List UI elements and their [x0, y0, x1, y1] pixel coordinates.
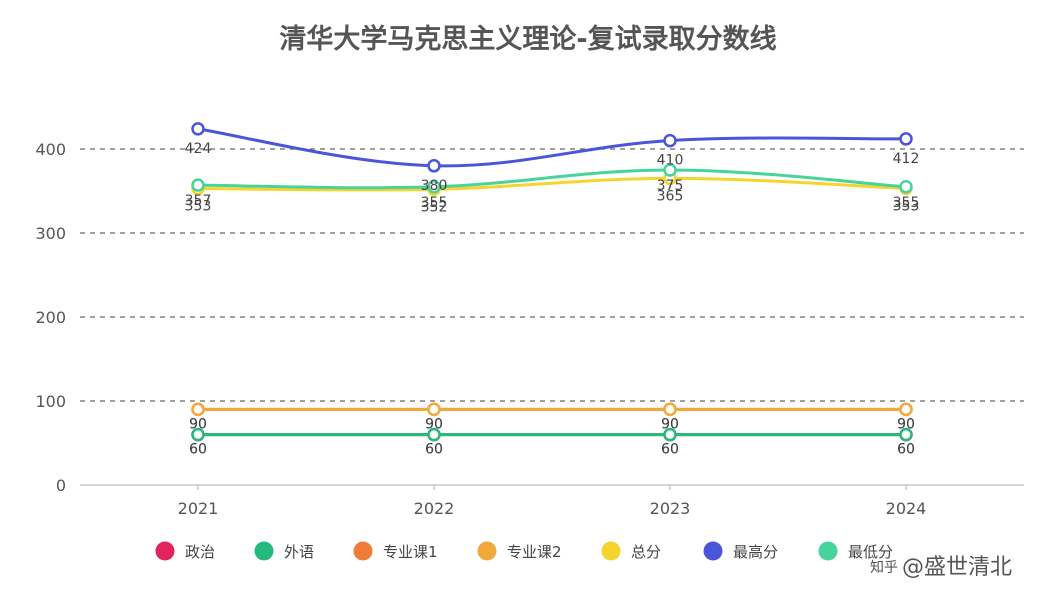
x-tick-label: 2022: [414, 499, 455, 518]
data-label: 90: [661, 416, 679, 432]
legend-marker: [477, 541, 497, 561]
legend-label: 专业课2: [507, 543, 562, 561]
data-point: [191, 178, 205, 192]
data-label: 410: [657, 153, 684, 169]
legend-item[interactable]: 总分: [601, 541, 662, 562]
data-point: [427, 402, 441, 417]
data-label: 375: [657, 178, 684, 194]
data-label: 90: [897, 416, 915, 432]
data-label: 380: [421, 178, 448, 194]
legend-label: 总分: [631, 543, 661, 561]
series-专业课2: [191, 402, 913, 417]
legend-label: 专业课1: [383, 543, 438, 561]
legend-label: 最高分: [733, 543, 778, 561]
legend-marker: [703, 541, 723, 561]
data-label: 352: [421, 199, 448, 215]
data-label: 60: [661, 442, 679, 458]
series-外语: [191, 427, 913, 442]
data-label: 60: [661, 442, 679, 458]
y-tick-label: 400: [35, 140, 66, 159]
data-label: 60: [189, 442, 207, 458]
y-tick-label: 100: [35, 392, 66, 411]
legend-item[interactable]: 外语: [254, 541, 315, 562]
series-line: [197, 168, 907, 190]
series-lines: [191, 122, 913, 442]
data-point: [663, 163, 677, 177]
data-point: [663, 133, 677, 148]
data-point: [663, 402, 677, 417]
legend-item[interactable]: 最低分: [818, 541, 894, 562]
data-label: 355: [421, 195, 448, 211]
series-最低分: [191, 163, 913, 194]
legend-marker: [818, 541, 838, 561]
data-label: 60: [425, 442, 443, 458]
chart-title: 清华大学马克思主义理论-复试录取分数线: [279, 23, 776, 55]
legend-marker: [155, 541, 175, 561]
legend-label: 外语: [284, 543, 314, 561]
legend[interactable]: 政治 外语 专业课1 专业课2 总分 最高分 最低分: [155, 541, 894, 562]
x-tick-label: 2024: [886, 499, 927, 518]
data-label: 60: [189, 442, 207, 458]
data-label: 90: [425, 416, 443, 432]
data-label: 365: [657, 188, 684, 204]
data-point: [899, 427, 913, 442]
data-label: 353: [893, 198, 920, 214]
y-tick-label: 0: [56, 476, 66, 495]
y-tick-label: 300: [35, 224, 66, 243]
y-tick-label: 200: [35, 308, 66, 327]
axes: 0 100 200 300 400 2021 2022 2023 2024: [35, 140, 1024, 518]
grid: [80, 148, 1024, 402]
x-tick-label: 2021: [178, 499, 219, 518]
data-point: [191, 122, 205, 136]
series-最高分: [191, 122, 913, 173]
data-point: [427, 180, 441, 194]
legend-marker: [601, 541, 621, 561]
data-point: [663, 427, 677, 442]
legend-item[interactable]: 政治: [155, 541, 216, 562]
x-tick-label: 2023: [650, 499, 691, 518]
data-label: 412: [893, 151, 920, 167]
series-line: [197, 127, 907, 168]
series-line: [197, 176, 907, 192]
legend-item[interactable]: 最高分: [703, 541, 779, 562]
data-label: 60: [425, 442, 443, 458]
data-point: [427, 427, 441, 442]
data-label: 90: [425, 416, 443, 432]
data-label: 90: [189, 416, 207, 432]
data-label: 60: [897, 442, 915, 458]
watermark-prefix: 知乎: [870, 559, 898, 576]
data-label: 60: [897, 442, 915, 458]
data-point: [899, 180, 913, 194]
data-point: [191, 402, 205, 417]
data-label: 90: [189, 416, 207, 432]
data-label: 424: [185, 141, 212, 157]
data-label: 353: [185, 198, 212, 214]
legend-label: 最低分: [848, 543, 893, 561]
legend-marker: [254, 541, 274, 561]
data-point: [899, 132, 913, 146]
legend-label: 政治: [185, 543, 215, 561]
data-label: 90: [661, 416, 679, 432]
data-label: 355: [893, 195, 920, 211]
data-label: 357: [185, 193, 212, 209]
data-point: [427, 159, 441, 173]
legend-item[interactable]: 专业课2: [477, 541, 562, 562]
watermark-text: @盛世清北: [902, 555, 1012, 580]
legend-item[interactable]: 专业课1: [353, 541, 438, 562]
legend-marker: [353, 541, 373, 561]
data-point: [899, 402, 913, 417]
data-label: 90: [897, 416, 915, 432]
watermark: 知乎 @盛世清北: [870, 555, 1012, 580]
data-point: [191, 427, 205, 442]
